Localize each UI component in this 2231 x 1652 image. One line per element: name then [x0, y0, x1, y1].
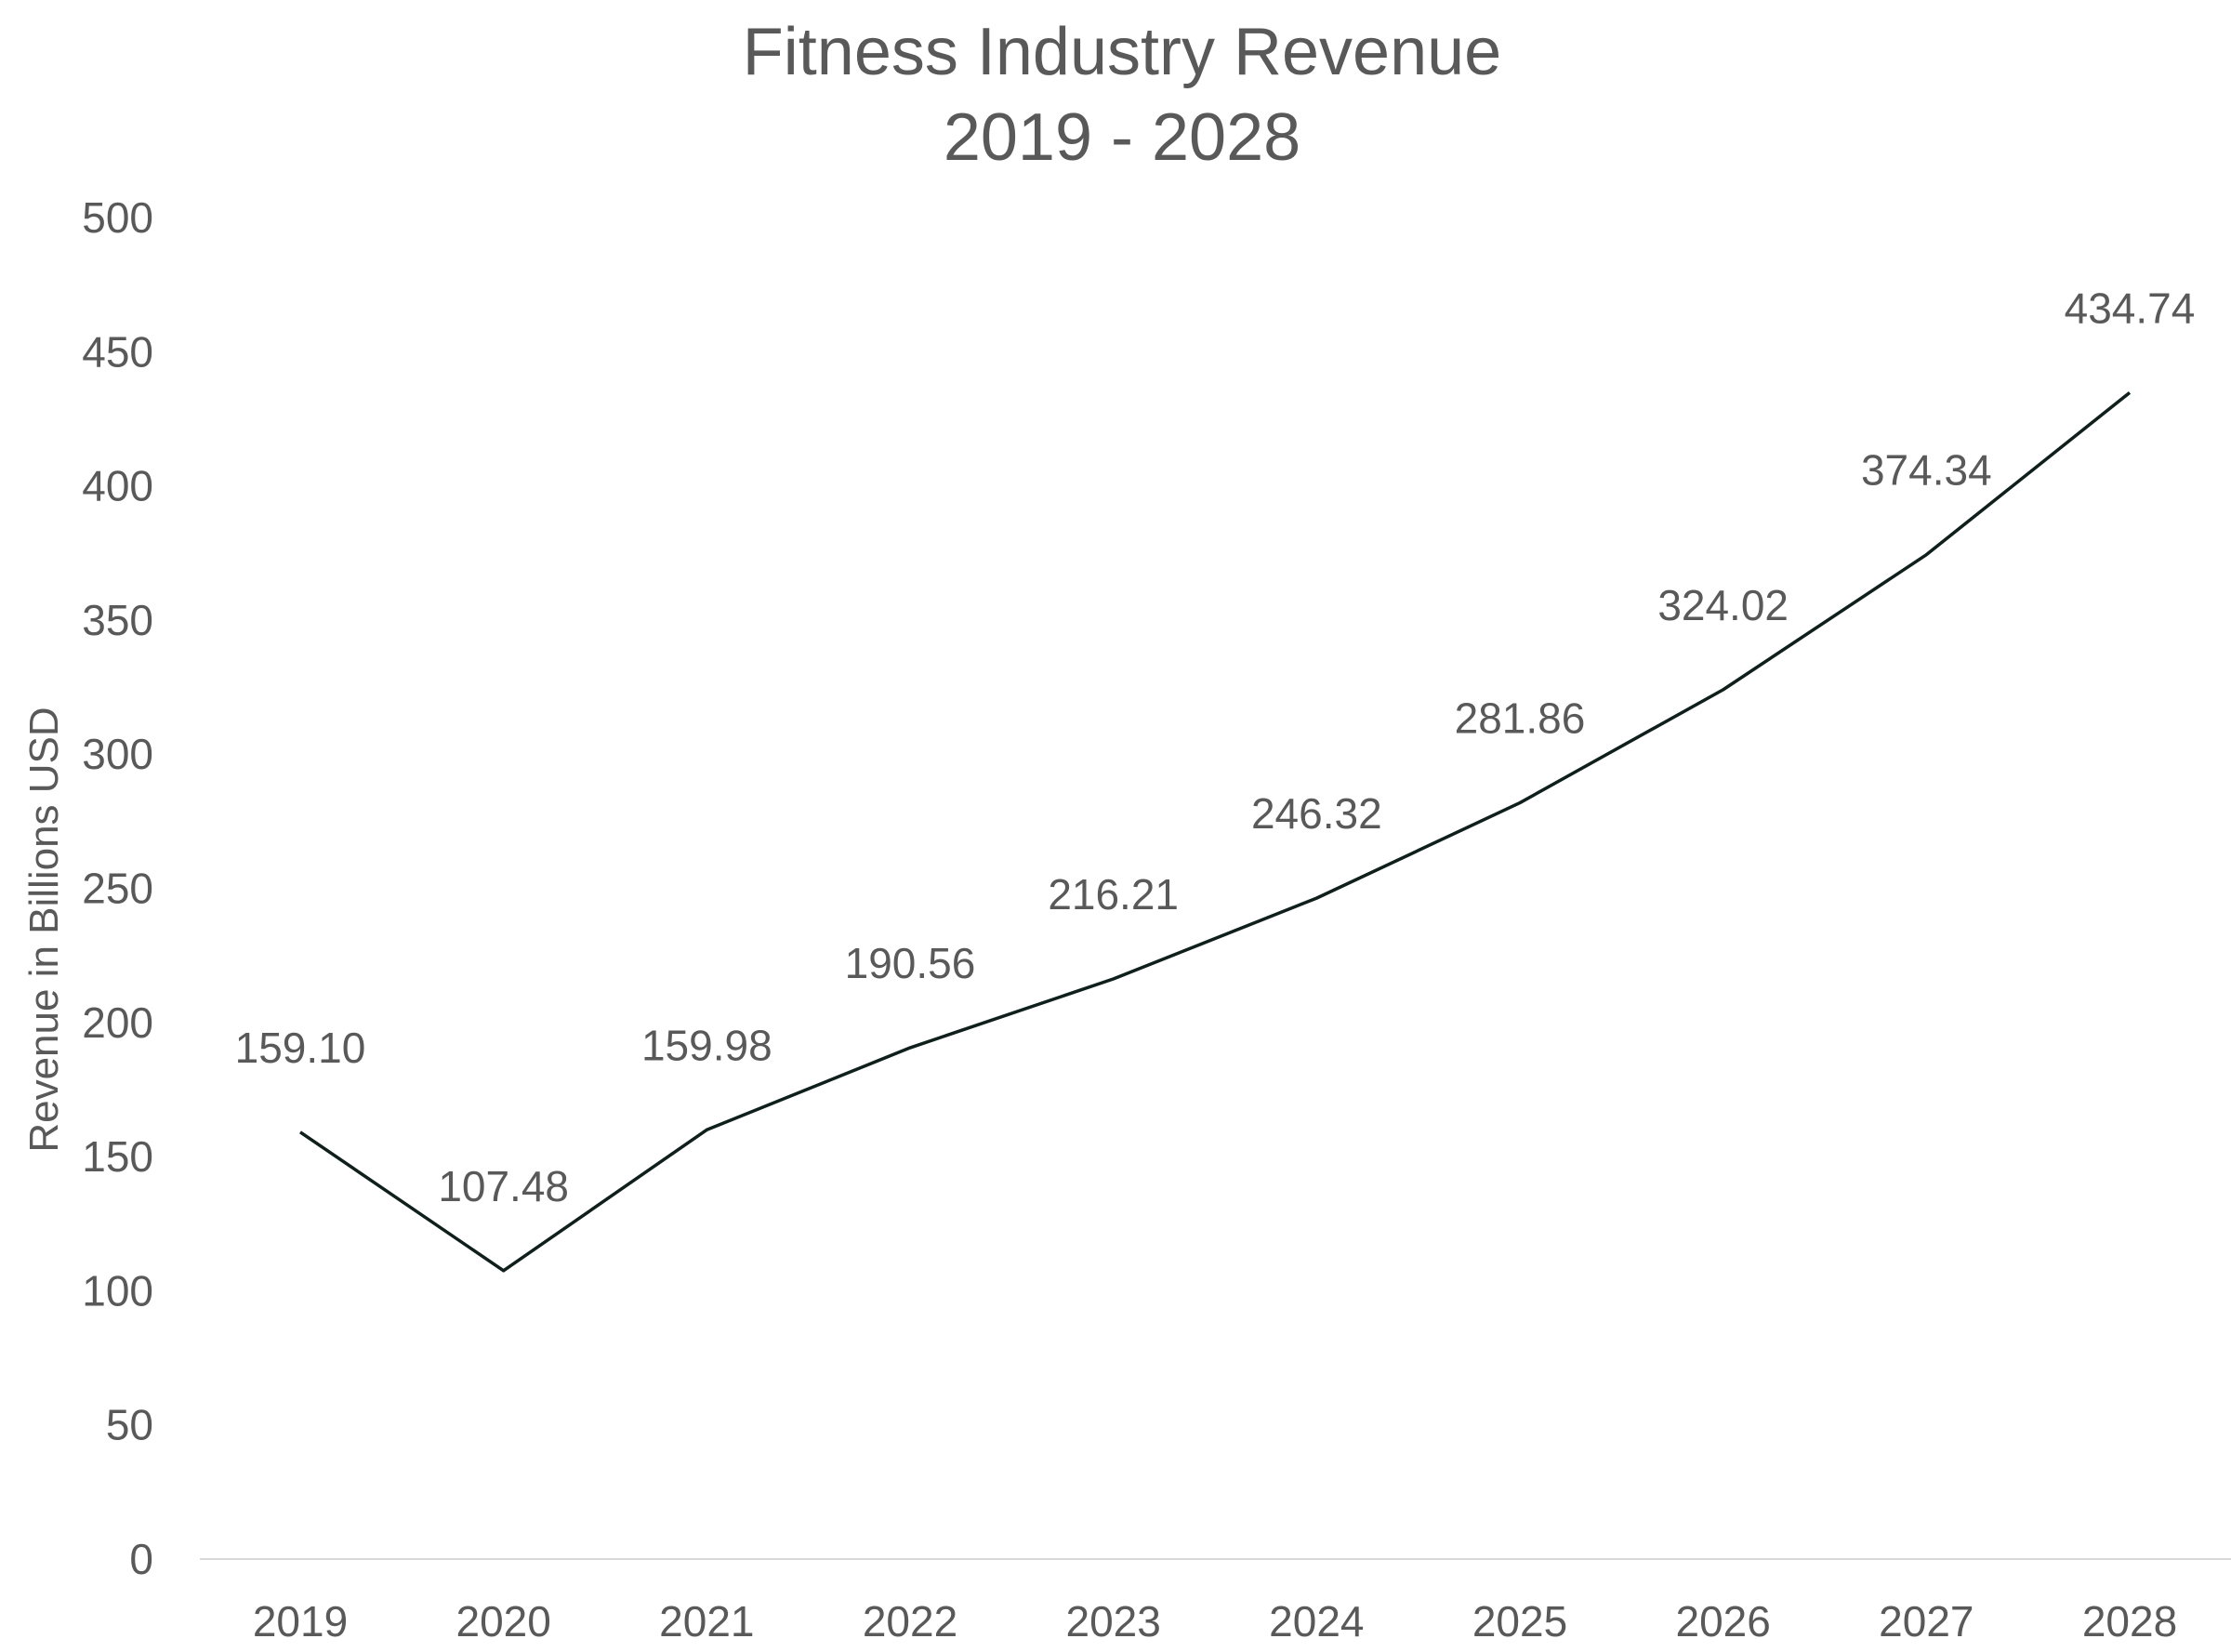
x-tick-label: 2020 [455, 1597, 550, 1645]
y-tick-label: 50 [106, 1401, 153, 1449]
data-label: 107.48 [438, 1162, 569, 1210]
y-tick-label: 300 [82, 730, 153, 778]
x-tick-label: 2027 [1879, 1597, 1974, 1645]
y-tick-label: 350 [82, 596, 153, 644]
x-tick-label: 2025 [1472, 1597, 1567, 1645]
x-tick-label: 2019 [253, 1597, 348, 1645]
data-label: 246.32 [1251, 789, 1382, 838]
y-tick-label: 100 [82, 1266, 153, 1315]
chart-title: Fitness Industry Revenue [743, 15, 1501, 89]
x-tick-label: 2026 [1675, 1597, 1770, 1645]
y-tick-label: 150 [82, 1132, 153, 1181]
x-tick-label: 2024 [1269, 1597, 1364, 1645]
data-label: 434.74 [2065, 284, 2196, 332]
data-label: 281.86 [1455, 694, 1586, 743]
chart-subtitle: 2019 - 2028 [944, 100, 1300, 175]
data-label: 374.34 [1861, 446, 1992, 495]
x-tick-label: 2022 [863, 1597, 957, 1645]
series-line [300, 392, 2130, 1270]
data-label: 159.98 [641, 1021, 772, 1069]
y-tick-label: 500 [82, 193, 153, 242]
y-tick-label: 0 [129, 1535, 153, 1583]
y-tick-label: 450 [82, 327, 153, 376]
data-label: 216.21 [1048, 870, 1179, 919]
y-axis-label: Revenue in Billions USD [21, 707, 67, 1152]
y-tick-label: 400 [82, 462, 153, 510]
y-tick-label: 250 [82, 865, 153, 913]
data-label: 324.02 [1657, 581, 1789, 629]
x-tick-label: 2021 [659, 1597, 754, 1645]
x-tick-label: 2028 [2082, 1597, 2177, 1645]
y-tick-label: 200 [82, 998, 153, 1047]
x-tick-label: 2023 [1065, 1597, 1160, 1645]
data-label: 159.10 [235, 1024, 366, 1072]
data-label: 190.56 [845, 939, 976, 987]
